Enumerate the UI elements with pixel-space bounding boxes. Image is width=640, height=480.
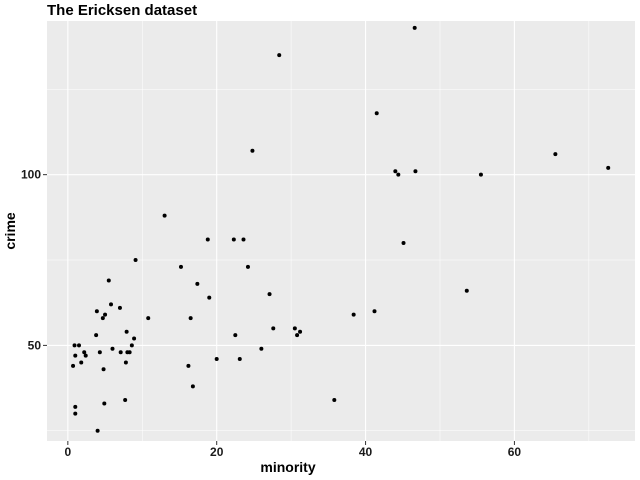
data-point: [162, 213, 167, 218]
data-point: [413, 169, 418, 174]
data-point: [464, 288, 469, 293]
data-point: [241, 237, 246, 242]
data-point: [94, 309, 99, 314]
y-tick-label: 100: [21, 168, 41, 182]
data-point: [271, 326, 276, 331]
data-point: [277, 53, 282, 58]
data-point: [396, 172, 401, 177]
data-point: [127, 350, 132, 355]
data-point: [178, 264, 183, 269]
data-point: [412, 25, 417, 30]
chart-title: The Ericksen dataset: [47, 2, 197, 19]
data-point: [124, 329, 129, 334]
data-point: [233, 333, 238, 338]
data-point: [478, 172, 483, 177]
y-axis-title: crime: [2, 212, 18, 250]
x-axis: 0 20 40 60: [64, 441, 521, 459]
data-point: [372, 309, 377, 314]
data-point: [231, 237, 236, 242]
data-point: [205, 237, 210, 242]
x-tick-label: 0: [64, 445, 71, 459]
data-point: [118, 350, 123, 355]
y-tick-label: 50: [28, 338, 42, 352]
data-point: [553, 152, 558, 157]
data-point: [117, 305, 122, 310]
data-point: [95, 428, 100, 433]
data-point: [97, 350, 102, 355]
data-point: [123, 360, 128, 365]
data-points: [71, 25, 611, 433]
data-point: [71, 363, 76, 368]
data-point: [103, 312, 108, 317]
data-point: [245, 264, 250, 269]
data-point: [374, 111, 379, 116]
data-point: [83, 353, 88, 358]
data-point: [195, 281, 200, 286]
data-point: [295, 333, 300, 338]
data-point: [133, 258, 138, 263]
minor-gridlines: [47, 21, 635, 441]
data-point: [393, 169, 398, 174]
data-point: [237, 357, 242, 362]
x-tick-label: 20: [210, 445, 224, 459]
data-point: [79, 360, 84, 365]
data-point: [401, 240, 406, 245]
data-point: [77, 343, 82, 348]
data-point: [73, 353, 78, 358]
data-point: [351, 312, 356, 317]
data-point: [72, 343, 77, 348]
y-axis: 50 100: [21, 168, 47, 352]
data-point: [214, 357, 219, 362]
data-point: [292, 326, 297, 331]
data-point: [146, 316, 151, 321]
data-point: [100, 316, 105, 321]
data-point: [106, 278, 111, 283]
data-point: [332, 398, 337, 403]
data-point: [606, 165, 611, 170]
data-point: [73, 411, 78, 416]
data-point: [132, 336, 137, 341]
plot-panel: [47, 21, 635, 441]
data-point: [207, 295, 212, 300]
data-point: [298, 329, 303, 334]
data-point: [259, 346, 264, 351]
data-point: [129, 343, 134, 348]
data-point: [186, 363, 191, 368]
data-point: [123, 398, 128, 403]
data-point: [110, 346, 115, 351]
x-tick-label: 40: [359, 445, 373, 459]
data-point: [94, 333, 99, 338]
data-point: [82, 350, 87, 355]
x-axis-title: minority: [260, 459, 315, 475]
data-point: [73, 404, 78, 409]
data-point: [190, 384, 195, 389]
data-point: [250, 148, 255, 153]
x-tick-label: 60: [508, 445, 522, 459]
data-point: [102, 401, 107, 406]
data-point: [109, 302, 114, 307]
major-gridlines: [47, 21, 635, 441]
data-point: [188, 316, 193, 321]
data-point: [267, 292, 272, 297]
data-point: [101, 367, 106, 372]
